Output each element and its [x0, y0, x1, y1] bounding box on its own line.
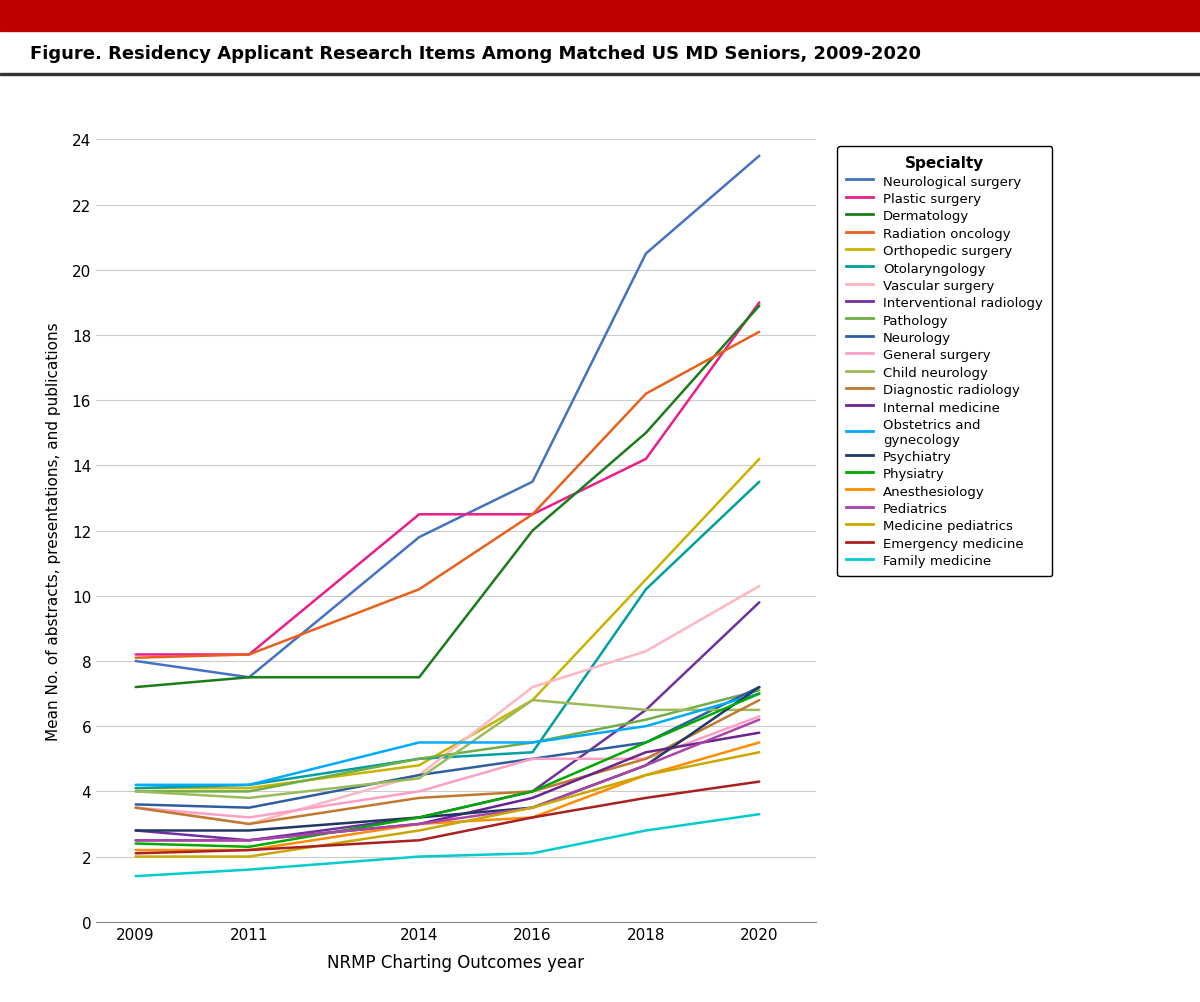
- X-axis label: NRMP Charting Outcomes year: NRMP Charting Outcomes year: [328, 953, 584, 971]
- Legend: Neurological surgery, Plastic surgery, Dermatology, Radiation oncology, Orthoped: Neurological surgery, Plastic surgery, D…: [836, 147, 1052, 577]
- Y-axis label: Mean No. of abstracts, presentations, and publications: Mean No. of abstracts, presentations, an…: [46, 322, 61, 740]
- Text: Figure. Residency Applicant Research Items Among Matched US MD Seniors, 2009-202: Figure. Residency Applicant Research Ite…: [30, 45, 922, 63]
